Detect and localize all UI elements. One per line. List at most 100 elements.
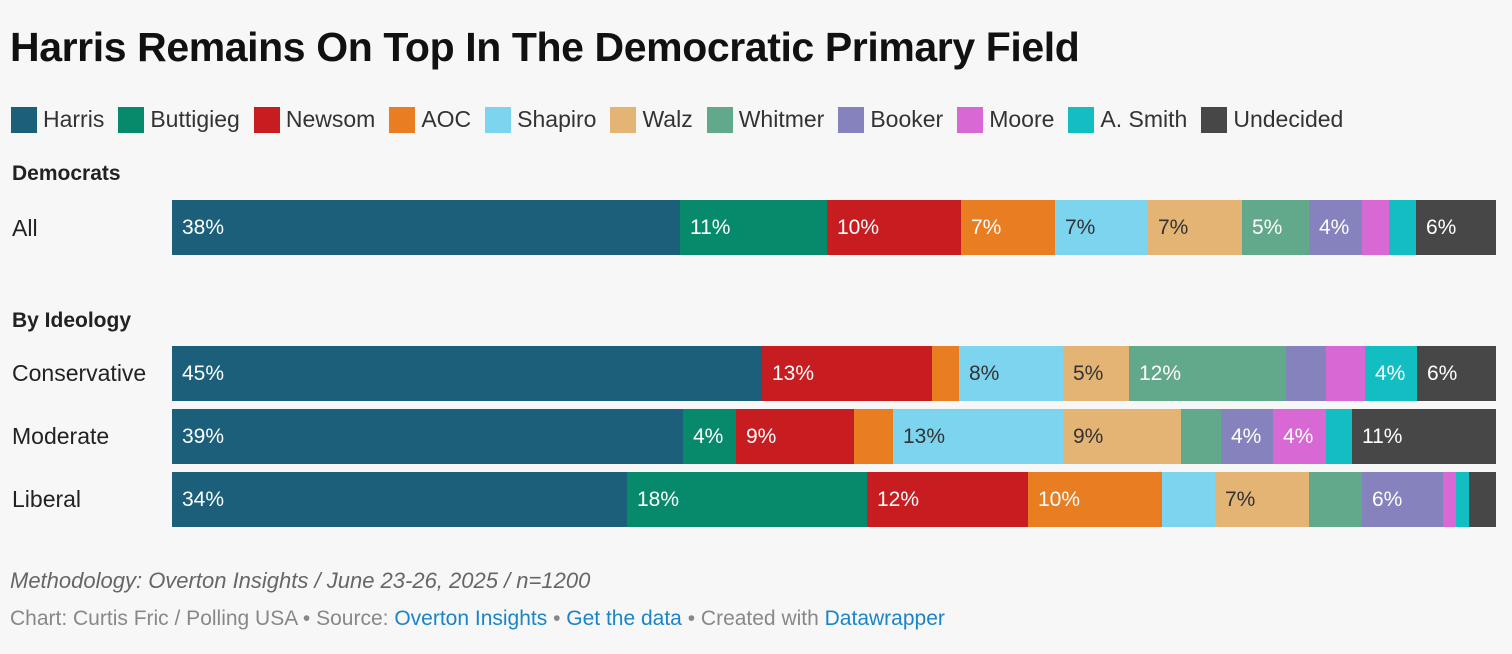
bar-segment-conservative-moore	[1326, 346, 1365, 401]
legend-swatch-moore	[957, 106, 984, 133]
bar-segment-conservative-aoc	[932, 346, 959, 401]
legend-swatch-undecided	[1201, 106, 1228, 133]
bar-segment-liberal-aoc: 10%	[1028, 472, 1162, 527]
bar-segment-conservative-newsom: 13%	[762, 346, 932, 401]
legend-item-aoc: AOC	[389, 106, 471, 133]
data-label: 12%	[877, 487, 920, 511]
legend-label-aoc: AOC	[421, 106, 472, 132]
data-label: 4%	[1375, 361, 1406, 385]
chart-credit: Chart: Curtis Fric / Polling USA	[10, 607, 298, 630]
bar-segment-conservative-undecided: 6%	[1417, 346, 1496, 401]
group-label-democrats: Democrats	[12, 162, 121, 185]
bar-segment-all-newsom: 10%	[827, 200, 961, 255]
data-label: 4%	[693, 424, 724, 448]
stacked-bar-liberal: 34% 18% 12% 10% 7% 6%	[172, 472, 1496, 527]
footer-separator: •	[681, 607, 701, 630]
data-label: 13%	[903, 424, 946, 448]
footer-separator: •	[547, 607, 567, 630]
data-label: 7%	[1158, 215, 1189, 239]
stacked-bar-conservative: 45% 13% 8% 5% 12% 4% 6%	[172, 346, 1496, 401]
legend-item-buttigieg: Buttigieg	[118, 106, 240, 133]
data-label: 5%	[1073, 361, 1104, 385]
bar-segment-conservative-walz: 5%	[1063, 346, 1129, 401]
legend-item-harris: Harris	[11, 106, 104, 133]
bar-segment-moderate-whitmer	[1181, 409, 1221, 464]
row-label-all: All	[12, 215, 38, 241]
chart-title: Harris Remains On Top In The Democratic …	[10, 24, 1080, 70]
bar-segment-moderate-moore: 4%	[1273, 409, 1326, 464]
data-label: 12%	[1139, 361, 1182, 385]
data-label: 9%	[746, 424, 777, 448]
legend-item-a-smith: A. Smith	[1068, 106, 1187, 133]
row-label-liberal: Liberal	[12, 486, 82, 512]
bar-segment-conservative-harris: 45%	[172, 346, 762, 401]
methodology-note: Methodology: Overton Insights / June 23-…	[10, 568, 591, 593]
row-label-conservative: Conservative	[12, 360, 147, 386]
stacked-bar-moderate: 39% 4% 9% 13% 9% 4% 4% 11%	[172, 409, 1496, 464]
legend-item-booker: Booker	[838, 106, 943, 133]
data-label: 7%	[1225, 487, 1256, 511]
data-label: 4%	[1283, 424, 1314, 448]
data-label: 13%	[772, 361, 815, 385]
legend-label-moore: Moore	[989, 106, 1055, 132]
bar-segment-moderate-booker: 4%	[1221, 409, 1273, 464]
bar-segment-all-harris: 38%	[172, 200, 680, 255]
bar-segment-liberal-moore	[1443, 472, 1456, 527]
legend-swatch-newsom	[253, 106, 280, 133]
data-label: 11%	[1362, 424, 1403, 448]
legend-label-shapiro: Shapiro	[517, 106, 597, 132]
legend-label-newsom: Newsom	[285, 106, 376, 132]
bar-segment-liberal-undecided	[1469, 472, 1496, 527]
legend-label-buttigieg: Buttigieg	[150, 106, 240, 132]
legend-swatch-booker	[838, 106, 865, 133]
bar-segment-liberal-newsom: 12%	[867, 472, 1028, 527]
legend-item-undecided: Undecided	[1201, 106, 1343, 133]
bar-segment-liberal-harris: 34%	[172, 472, 627, 527]
source-link[interactable]: Overton Insights	[394, 607, 548, 630]
legend-swatch-walz	[610, 106, 637, 133]
row-label-moderate: Moderate	[12, 423, 110, 449]
bar-segment-liberal-walz: 7%	[1215, 472, 1309, 527]
bar-segment-conservative-shapiro: 8%	[959, 346, 1063, 401]
data-label: 5%	[1252, 215, 1283, 239]
legend-label-whitmer: Whitmer	[738, 106, 825, 132]
legend-label-walz: Walz	[642, 106, 693, 132]
bar-segment-liberal-shapiro	[1162, 472, 1215, 527]
legend-label-undecided: Undecided	[1233, 106, 1344, 132]
bar-segment-all-buttigieg: 11%	[680, 200, 827, 255]
group-label-by-ideology: By Ideology	[12, 309, 132, 332]
legend-item-whitmer: Whitmer	[706, 106, 825, 133]
bar-segment-moderate-newsom: 9%	[736, 409, 854, 464]
bar-segment-moderate-a-smith	[1326, 409, 1352, 464]
bar-segment-all-shapiro: 7%	[1055, 200, 1148, 255]
data-label: 34%	[182, 487, 225, 511]
legend-item-shapiro: Shapiro	[485, 106, 596, 133]
legend-label-booker: Booker	[870, 106, 944, 132]
data-label: 39%	[182, 424, 225, 448]
legend-swatch-whitmer	[706, 106, 733, 133]
datawrapper-link[interactable]: Datawrapper	[824, 607, 945, 630]
created-prefix: Created with	[700, 607, 825, 630]
bar-segment-all-undecided: 6%	[1416, 200, 1496, 255]
legend-item-newsom: Newsom	[253, 106, 376, 133]
legend-swatch-buttigieg	[118, 106, 145, 133]
bar-segment-moderate-walz: 9%	[1063, 409, 1181, 464]
legend-item-walz: Walz	[610, 106, 693, 133]
bar-segment-moderate-aoc	[854, 409, 893, 464]
data-label: 6%	[1426, 215, 1457, 239]
bar-segment-all-booker: 4%	[1309, 200, 1362, 255]
bar-segment-all-moore	[1362, 200, 1389, 255]
data-label: 18%	[637, 487, 680, 511]
get-the-data-link[interactable]: Get the data	[566, 607, 682, 630]
data-label: 4%	[1231, 424, 1262, 448]
source-prefix: Source:	[316, 607, 395, 630]
data-label: 10%	[837, 215, 880, 239]
bar-segment-moderate-shapiro: 13%	[893, 409, 1063, 464]
legend-label-harris: Harris	[43, 106, 105, 132]
bar-segment-moderate-buttigieg: 4%	[683, 409, 736, 464]
legend-swatch-aoc	[389, 106, 416, 133]
data-label: 45%	[182, 361, 225, 385]
bar-segment-all-aoc: 7%	[961, 200, 1055, 255]
bar-segment-conservative-a-smith: 4%	[1365, 346, 1417, 401]
bar-segment-liberal-a-smith	[1456, 472, 1469, 527]
